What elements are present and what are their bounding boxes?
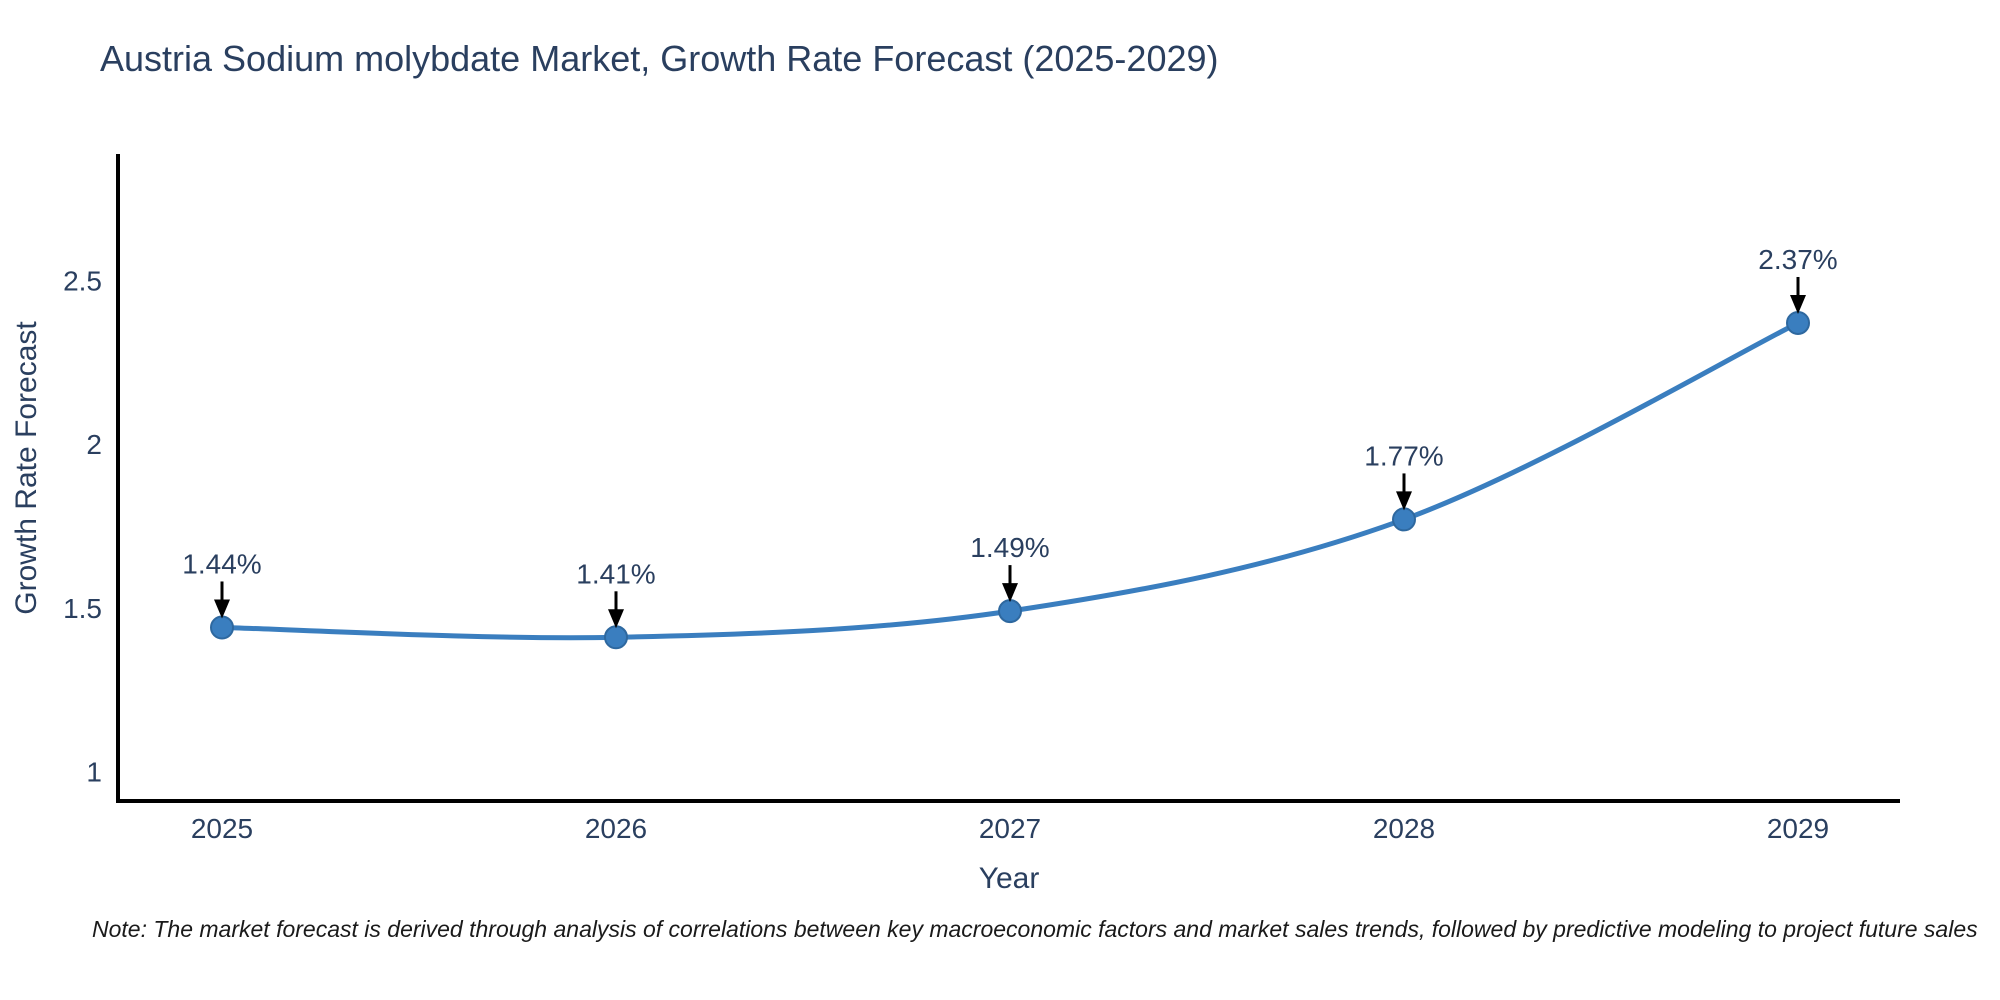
data-point-marker <box>1786 310 1810 335</box>
footnote: Note: The market forecast is derived thr… <box>92 916 1978 942</box>
point-annotation: 1.44% <box>182 548 261 579</box>
y-tick-label: 1 <box>86 757 102 788</box>
annotation-arrowhead <box>1396 491 1412 511</box>
data-point-marker <box>604 625 628 650</box>
point-annotation: 1.41% <box>576 558 655 589</box>
y-tick-label: 2 <box>86 429 102 460</box>
point-annotation: 2.37% <box>1758 244 1837 275</box>
annotation-arrowhead <box>1790 294 1806 314</box>
annotation-arrowhead <box>608 609 624 629</box>
y-tick-label: 1.5 <box>63 593 102 624</box>
data-point-marker <box>1392 507 1416 532</box>
annotation-arrowhead <box>214 599 230 619</box>
y-tick-label: 2.5 <box>63 265 102 296</box>
data-point-marker <box>210 615 234 640</box>
x-tick-label: 2027 <box>979 813 1041 844</box>
y-axis-label: Growth Rate Forecast <box>10 321 43 615</box>
x-tick-label: 2028 <box>1373 813 1435 844</box>
x-tick-label: 2025 <box>191 813 253 844</box>
point-annotation: 1.77% <box>1364 440 1443 471</box>
point-annotation: 1.49% <box>970 532 1049 563</box>
data-point-marker <box>998 599 1022 624</box>
annotation-arrowhead <box>1002 583 1018 603</box>
x-axis-label: Year <box>979 862 1040 895</box>
x-tick-label: 2029 <box>1767 813 1829 844</box>
x-tick-label: 2026 <box>585 813 647 844</box>
chart-title: Austria Sodium molybdate Market, Growth … <box>100 38 1219 79</box>
